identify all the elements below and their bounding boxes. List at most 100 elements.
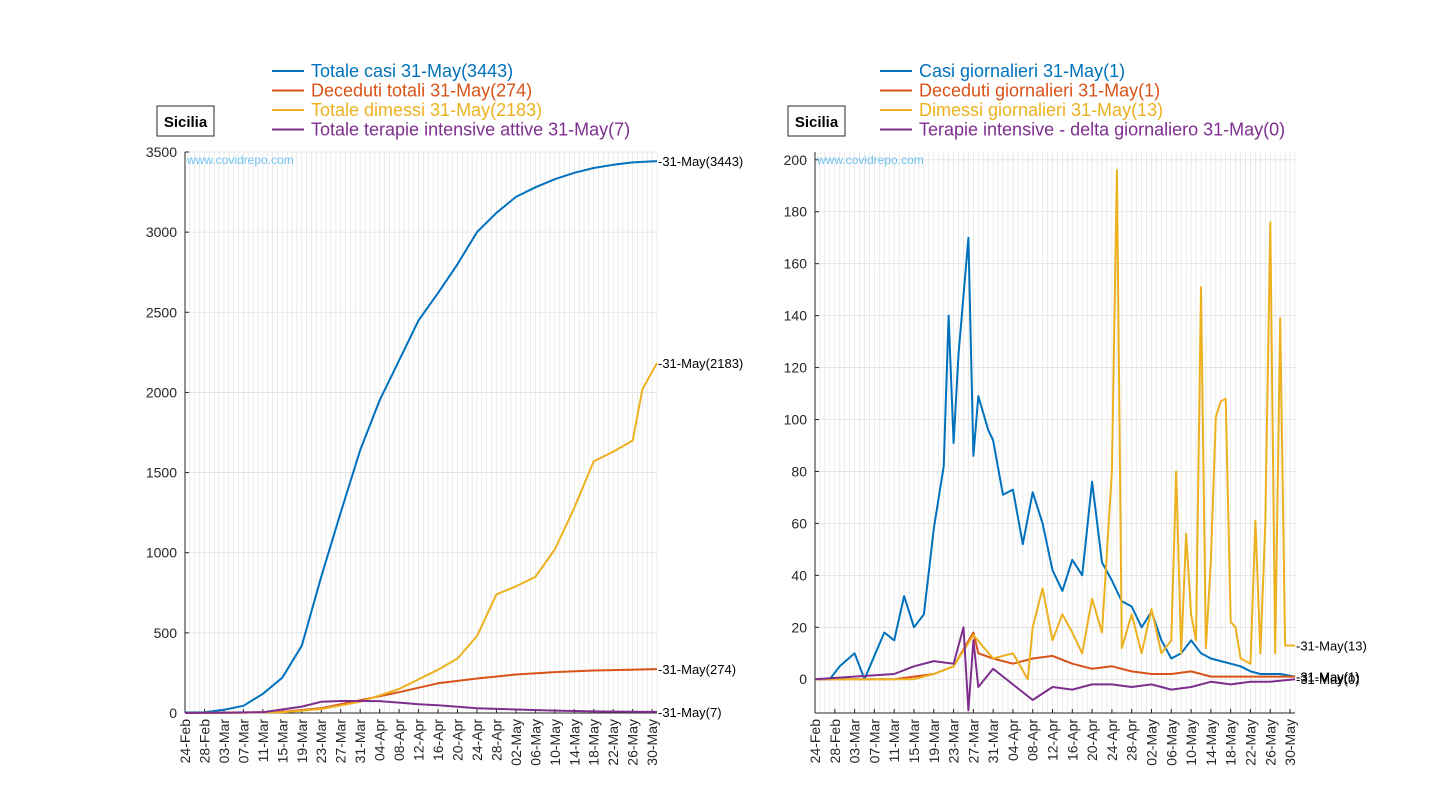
region-label: Sicilia (795, 114, 839, 131)
x-tick-label: 04-Apr (1005, 719, 1021, 761)
x-tick-label: 12-Apr (1045, 719, 1061, 761)
y-tick-label: 60 (791, 515, 807, 531)
region-label: Sicilia (164, 114, 208, 131)
y-tick-label: 0 (799, 671, 807, 687)
x-tick-label: 10-May (547, 719, 563, 766)
legend-entry: Terapie intensive - delta giornaliero 31… (919, 120, 1285, 140)
x-tick-label: 16-Apr (430, 719, 446, 761)
x-tick-label: 28-Apr (488, 719, 504, 761)
x-tick-label: 03-Mar (216, 719, 232, 764)
series-line-1 (184, 160, 658, 714)
x-tick-label: 23-Mar (313, 719, 329, 764)
y-tick-label: 120 (784, 360, 808, 376)
x-tick-label: 03-Mar (847, 719, 863, 764)
x-tick-label: 15-Mar (274, 719, 290, 764)
series-line-1 (815, 236, 1296, 681)
series-line-3 (184, 362, 658, 714)
x-tick-label: 02-May (1143, 719, 1159, 766)
x-tick-label: 10-May (1183, 719, 1199, 766)
x-tick-label: 16-Apr (1064, 719, 1080, 761)
plot-area (185, 152, 657, 713)
x-tick-label: 26-May (1262, 719, 1278, 766)
y-tick-label: 500 (154, 625, 178, 641)
series-line-4 (814, 626, 1296, 712)
series-end-label: -31-May(0) (1296, 672, 1360, 687)
y-tick-label: 20 (791, 619, 807, 635)
y-tick-label: 3000 (146, 224, 177, 240)
x-tick-label: 08-Apr (391, 719, 407, 761)
x-tick-label: 22-May (1242, 719, 1258, 766)
series-end-label: -31-May(13) (1296, 638, 1367, 653)
x-tick-label: 11-Mar (886, 719, 902, 763)
legend-entry: Totale casi 31-May(3443) (311, 61, 513, 81)
x-tick-label: 30-May (1282, 719, 1298, 766)
series-line-4 (184, 700, 658, 714)
y-tick-label: 3500 (146, 144, 177, 160)
x-tick-label: 06-May (1163, 719, 1179, 766)
x-tick-label: 24-Apr (469, 719, 485, 761)
y-tick-label: 180 (784, 204, 808, 220)
x-tick-label: 11-Mar (255, 719, 271, 763)
x-tick-label: 20-Apr (1084, 719, 1100, 761)
x-tick-label: 07-Mar (866, 719, 882, 764)
x-tick-label: 30-May (644, 719, 660, 766)
x-tick-label: 02-May (508, 719, 524, 766)
region-label-box (156, 105, 215, 137)
x-tick-label: 14-May (1203, 719, 1219, 766)
legend-entry: Deceduti totali 31-May(274) (311, 81, 532, 101)
series-end-label: -31-May(7) (658, 705, 722, 720)
x-tick-label: 18-May (1223, 719, 1239, 766)
y-tick-label: 40 (791, 567, 807, 583)
legend-entry: Casi giornalieri 31-May(1) (919, 61, 1125, 81)
series-end-label: -31-May(1) (1296, 670, 1360, 685)
x-tick-label: 28-Feb (827, 719, 843, 764)
x-tick-label: 27-Mar (333, 719, 349, 764)
region-label-box (787, 105, 846, 137)
legend-entry: Totale dimessi 31-May(2183) (311, 100, 542, 120)
y-tick-label: 1000 (146, 545, 177, 561)
series-end-label: -31-May(3443) (658, 154, 743, 169)
x-tick-label: 24-Apr (1104, 719, 1120, 761)
series-line-3 (815, 169, 1295, 681)
x-tick-label: 28-Apr (1124, 719, 1140, 761)
series-end-label: -31-May(274) (658, 662, 736, 677)
y-tick-label: 100 (784, 412, 808, 428)
watermark: www.covidrepo.com (816, 153, 924, 167)
x-tick-label: 14-May (566, 719, 582, 766)
x-tick-label: 12-Apr (411, 719, 427, 761)
legend-entry: Totale terapie intensive attive 31-May(7… (311, 120, 630, 140)
y-tick-label: 140 (784, 308, 808, 324)
x-tick-label: 28-Feb (196, 719, 212, 764)
x-tick-label: 19-Mar (294, 719, 310, 764)
y-tick-label: 2000 (146, 384, 177, 400)
legend-entry: Dimessi giornalieri 31-May(13) (919, 100, 1163, 120)
x-tick-label: 31-Mar (985, 719, 1001, 764)
x-tick-label: 07-Mar (235, 719, 251, 764)
x-tick-label: 23-Mar (946, 719, 962, 764)
watermark: www.covidrepo.com (186, 153, 294, 167)
legend-entry: Deceduti giornalieri 31-May(1) (919, 81, 1160, 101)
y-tick-label: 1500 (146, 465, 177, 481)
chart-panel-1: 0 500 1000 1500 2000 2500 3000 3500 24-Feb 28-Feb… (146, 61, 743, 766)
x-tick-label: 20-Apr (449, 719, 465, 761)
x-tick-label: 22-May (605, 719, 621, 766)
x-tick-label: 31-Mar (352, 719, 368, 764)
y-tick-label: 160 (784, 256, 808, 272)
x-tick-label: 18-May (586, 719, 602, 766)
x-tick-label: 15-Mar (906, 719, 922, 764)
x-tick-label: 04-Apr (372, 719, 388, 761)
y-tick-label: 200 (784, 152, 808, 168)
series-end-label: -31-May(2183) (658, 356, 743, 371)
x-tick-label: 19-Mar (926, 719, 942, 764)
x-tick-label: 06-May (527, 719, 543, 766)
x-tick-label: 08-Apr (1025, 719, 1041, 761)
x-tick-label: 24-Feb (177, 719, 193, 764)
y-tick-label: 2500 (146, 304, 177, 320)
y-tick-label: 0 (169, 705, 177, 721)
series-end-label: -31-May(1) (1296, 670, 1360, 685)
x-tick-label: 24-Feb (807, 719, 823, 764)
x-tick-label: 26-May (625, 719, 641, 766)
x-tick-label: 27-Mar (965, 719, 981, 764)
